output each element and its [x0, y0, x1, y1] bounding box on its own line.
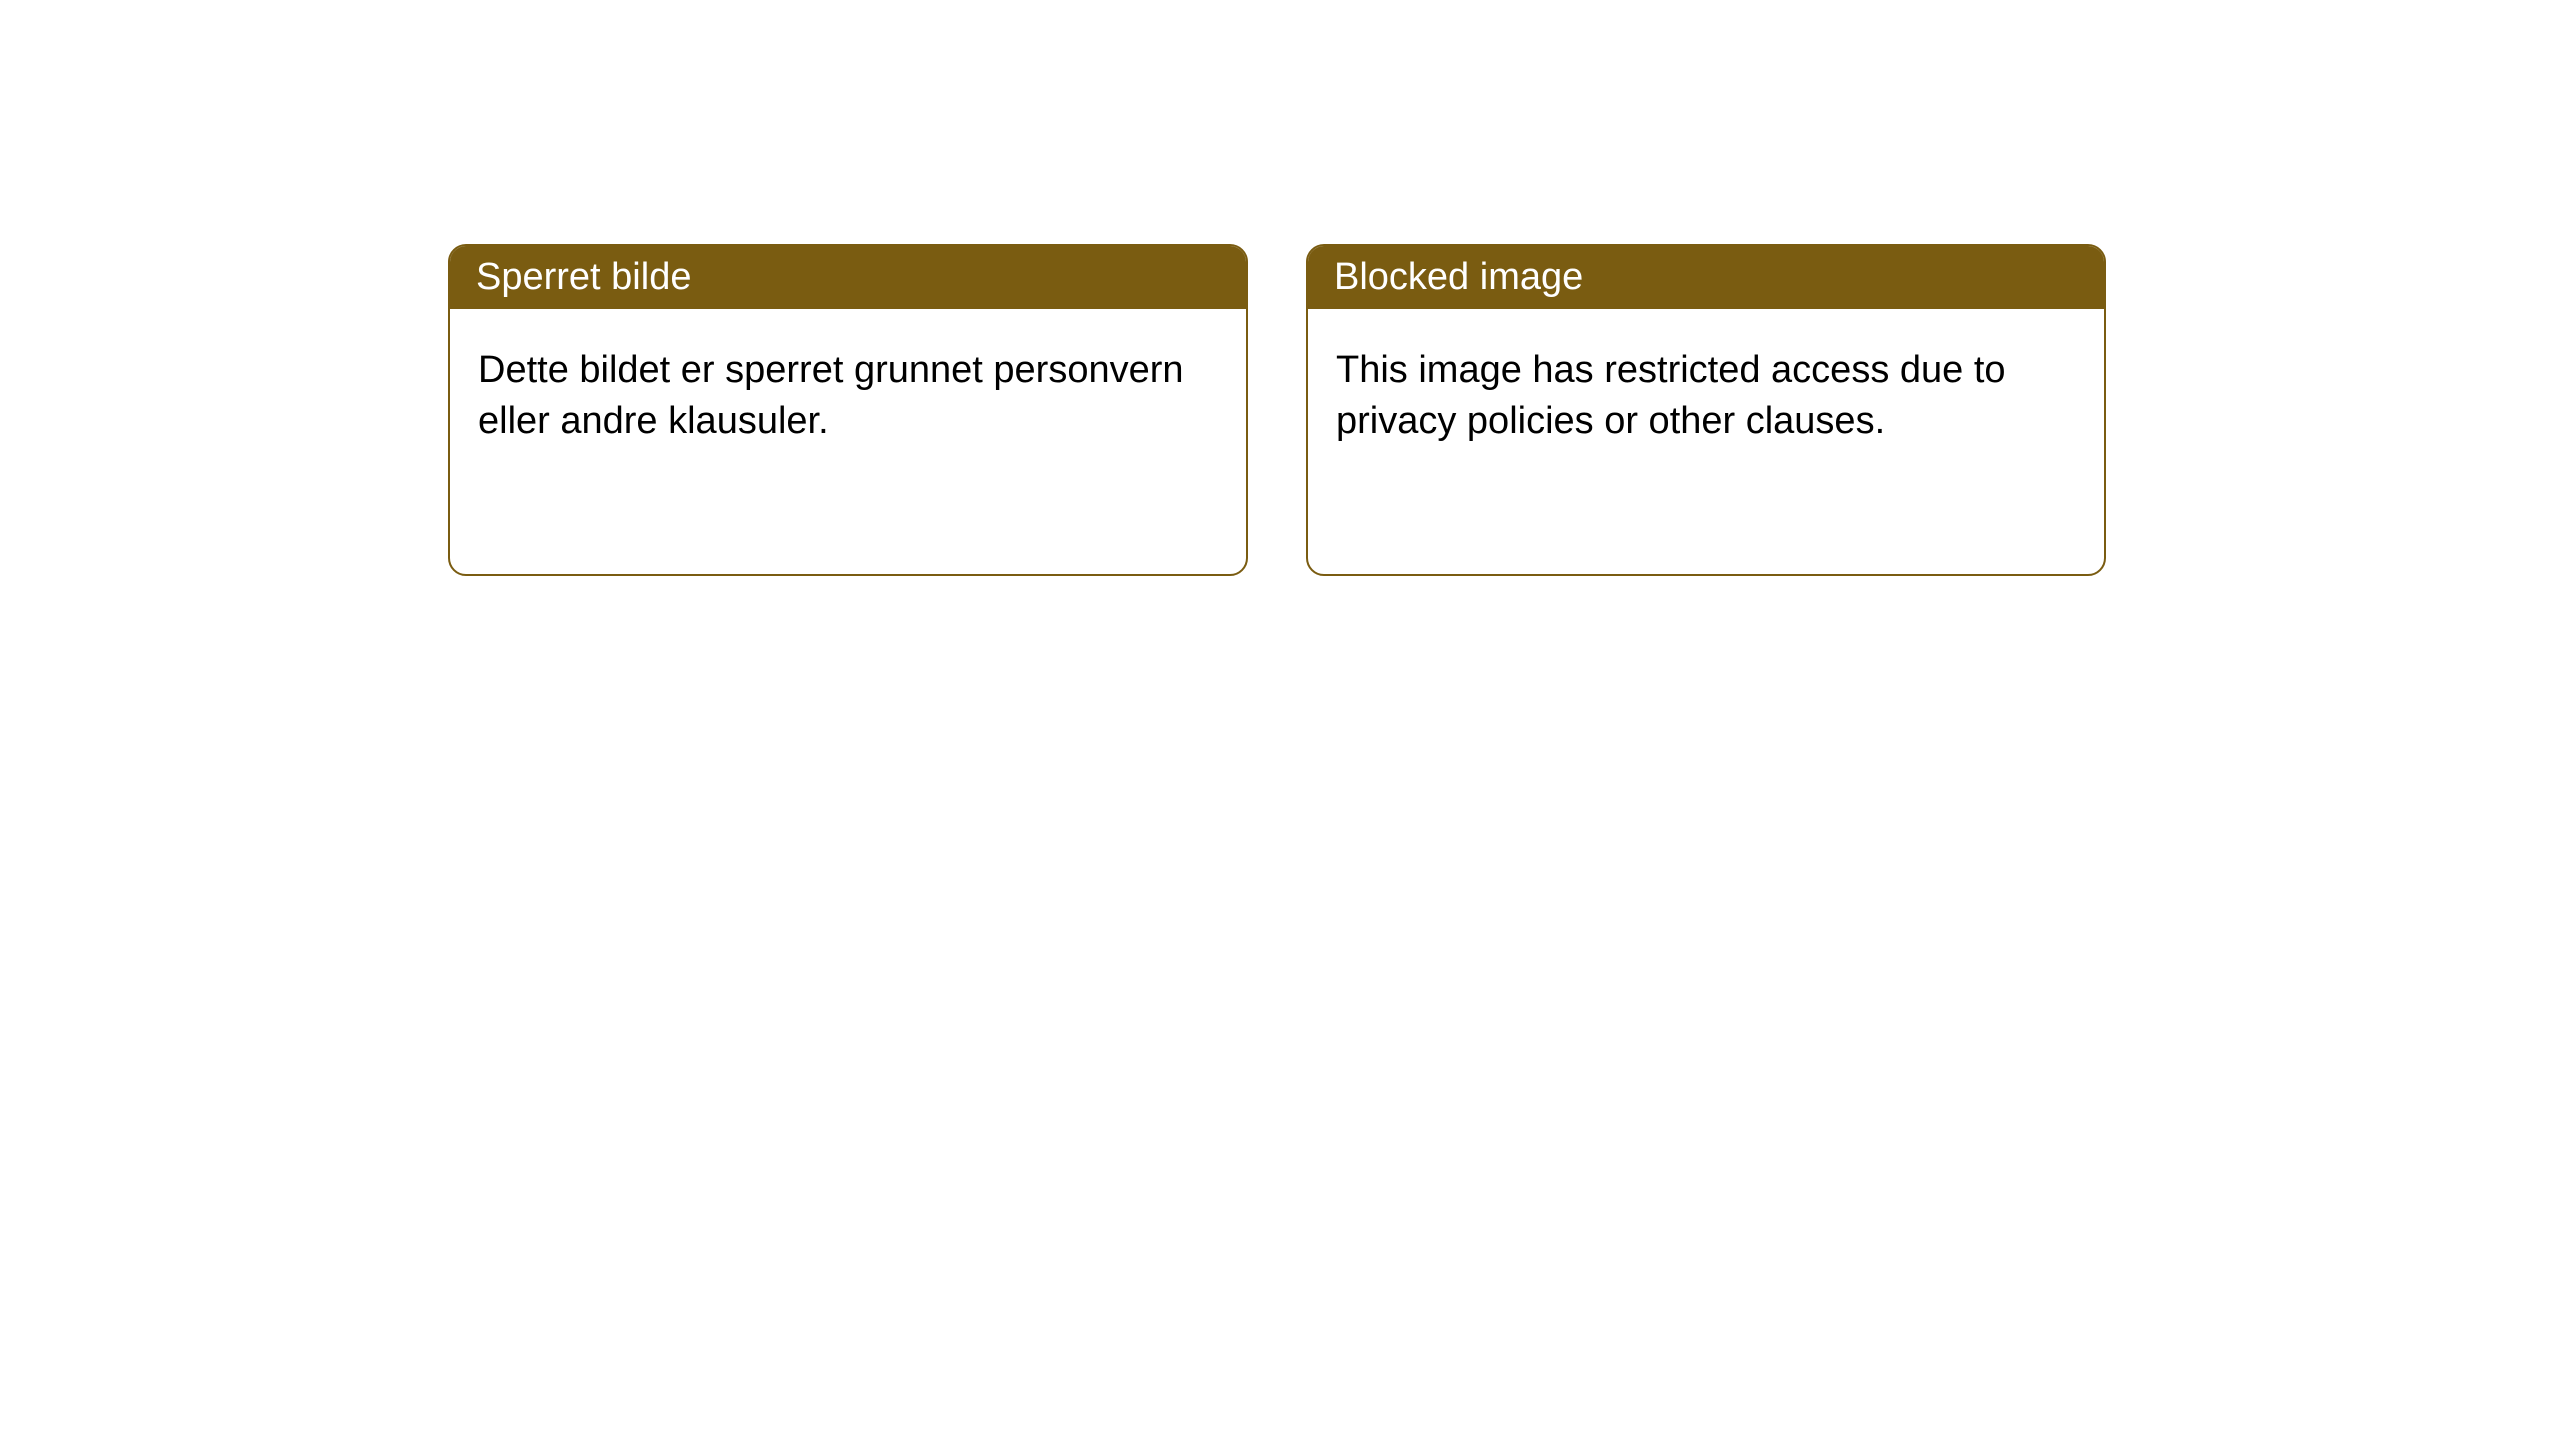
notice-body: Dette bildet er sperret grunnet personve… — [450, 309, 1246, 484]
notice-body: This image has restricted access due to … — [1308, 309, 2104, 484]
notice-card-norwegian: Sperret bilde Dette bildet er sperret gr… — [448, 244, 1248, 576]
notice-header: Blocked image — [1308, 246, 2104, 309]
notice-card-english: Blocked image This image has restricted … — [1306, 244, 2106, 576]
notice-container: Sperret bilde Dette bildet er sperret gr… — [0, 0, 2560, 576]
notice-message: Dette bildet er sperret grunnet personve… — [478, 349, 1184, 442]
notice-message: This image has restricted access due to … — [1336, 349, 2006, 442]
notice-header: Sperret bilde — [450, 246, 1246, 309]
notice-title: Sperret bilde — [476, 256, 691, 298]
notice-title: Blocked image — [1334, 256, 1583, 298]
